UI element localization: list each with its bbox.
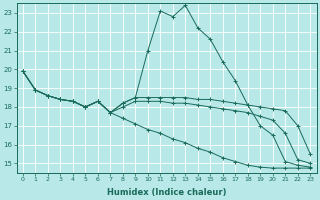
- X-axis label: Humidex (Indice chaleur): Humidex (Indice chaleur): [107, 188, 226, 197]
